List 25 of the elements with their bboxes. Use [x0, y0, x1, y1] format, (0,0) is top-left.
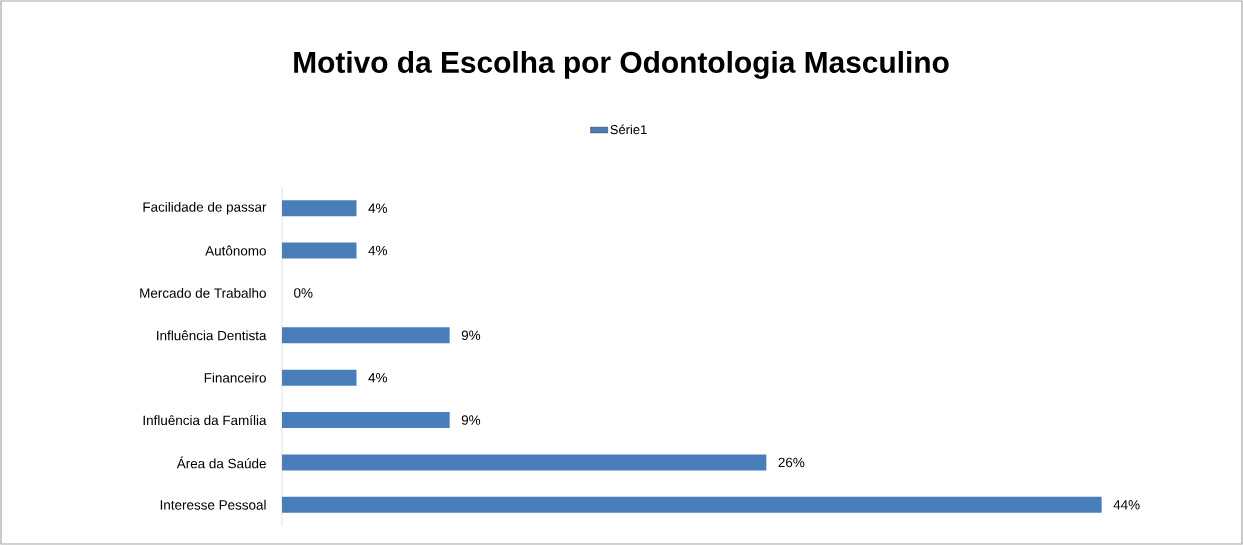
data-label: 4%: [368, 372, 387, 383]
legend-label: Série1: [610, 124, 647, 135]
y-tick-label: Mercado de Trabalho: [140, 287, 266, 298]
bar: [282, 412, 450, 429]
chart-title: Motivo da Escolha por Odontologia Masculino: [294, 50, 949, 79]
bar: [282, 200, 357, 217]
y-tick-label: Interesse Pessoal: [160, 499, 266, 510]
bar: [282, 369, 357, 386]
y-tick-label: Influência da Família: [143, 415, 267, 426]
data-label: 26%: [778, 457, 805, 468]
y-tick-label: Facilidade de passar: [143, 201, 267, 215]
y-tick-label: Influência Dentista: [157, 330, 267, 341]
data-label: 0%: [294, 288, 313, 298]
data-label: 9%: [461, 415, 481, 425]
y-tick-label: Área da Saúde: [176, 456, 266, 469]
data-label: 44%: [1113, 500, 1140, 510]
bar: [282, 327, 450, 344]
data-label: 4%: [368, 245, 387, 256]
y-tick-label: Autônomo: [205, 245, 266, 256]
bar: [282, 454, 767, 471]
data-label: 4%: [368, 203, 387, 213]
bar: [282, 496, 1102, 513]
y-tick-label: Financeiro: [204, 372, 266, 383]
bar: [282, 242, 357, 259]
data-label: 9%: [461, 330, 481, 341]
